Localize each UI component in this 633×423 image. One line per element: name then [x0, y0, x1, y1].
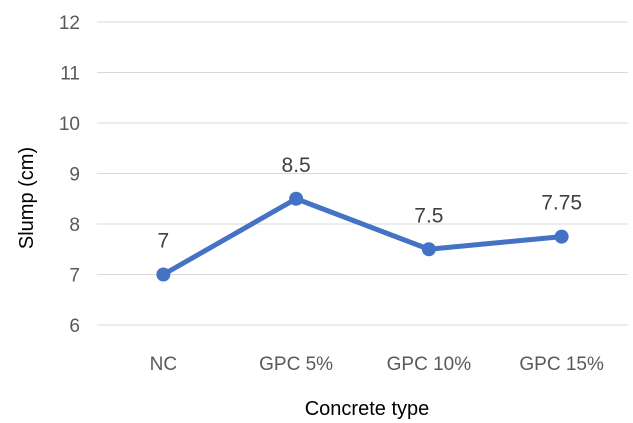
data-label: 7	[158, 230, 170, 253]
data-point	[156, 267, 171, 282]
y-axis-title: Slump (cm)	[16, 147, 38, 249]
data-point	[289, 191, 304, 206]
y-tick-label: 9	[69, 165, 80, 186]
x-axis-tick-labels: NC GPC 5% GPC 10% GPC 15%	[150, 354, 604, 375]
gridlines	[97, 21, 628, 326]
y-axis-tick-labels: 6 7 8 9 10 11 12	[59, 13, 80, 337]
series-line	[160, 196, 565, 277]
y-tick-label: 6	[69, 316, 80, 337]
y-tick-label: 12	[59, 13, 80, 34]
data-label: 7.5	[414, 204, 443, 227]
data-point	[554, 229, 569, 244]
series-group	[156, 191, 569, 282]
y-tick-label: 7	[69, 266, 80, 287]
x-tick-label: GPC 5%	[259, 354, 333, 375]
data-labels: 7 8.5 7.5 7.75	[158, 154, 583, 253]
y-tick-label: 11	[60, 64, 80, 85]
x-tick-label: GPC 15%	[519, 354, 604, 375]
y-tick-label: 10	[59, 114, 80, 135]
data-label: 7.75	[541, 192, 582, 215]
y-tick-label: 8	[69, 215, 80, 236]
x-tick-label: NC	[150, 354, 177, 375]
x-axis-title: Concrete type	[305, 398, 430, 420]
x-tick-label: GPC 10%	[387, 354, 472, 375]
data-point	[421, 242, 436, 257]
data-label: 8.5	[282, 154, 311, 177]
